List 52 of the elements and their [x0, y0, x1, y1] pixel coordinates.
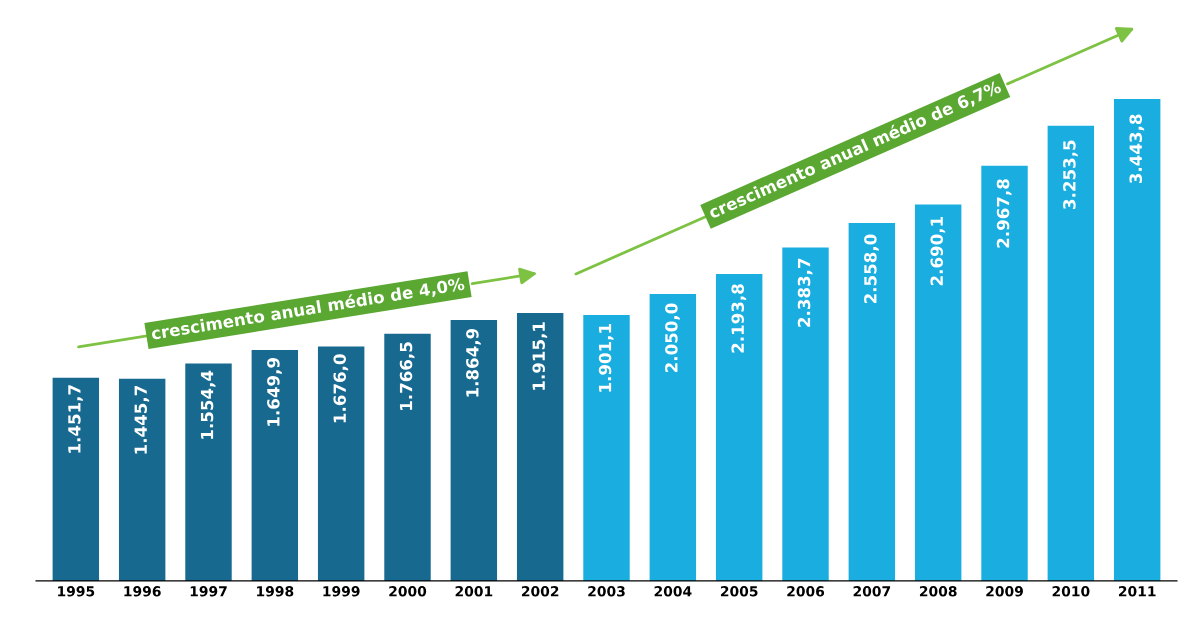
data-label: 1.554,4 — [200, 370, 216, 439]
bar — [516, 312, 564, 581]
data-label: 2.690,1 — [930, 216, 946, 286]
data-label: 2.193,8 — [731, 284, 747, 353]
bar — [450, 320, 498, 581]
x-tick-label: 2008 — [919, 586, 957, 597]
data-label: 1.451,7 — [68, 385, 83, 453]
bar — [848, 223, 896, 581]
x-tick-label: 2007 — [853, 586, 891, 597]
data-label: 1.864,9 — [466, 328, 481, 397]
x-tick-label: 2010 — [1052, 586, 1090, 597]
x-tick-label: 1996 — [124, 586, 161, 597]
bar — [583, 314, 630, 581]
bar — [251, 350, 299, 581]
bar — [185, 363, 232, 581]
data-label: 1.901,1 — [598, 324, 614, 392]
data-label: 2.383,7 — [797, 258, 813, 327]
x-tick-label: 2009 — [986, 586, 1023, 597]
bar — [914, 204, 962, 581]
bar — [782, 247, 829, 581]
x-tick-label: 2005 — [720, 586, 758, 597]
x-tick-label: 2006 — [787, 586, 825, 597]
bar — [715, 273, 763, 581]
bar — [118, 378, 166, 581]
bar — [1113, 99, 1161, 581]
x-tick-label: 2011 — [1118, 586, 1156, 597]
x-tick-label: 2004 — [654, 586, 692, 597]
data-label: 3.443,8 — [1129, 114, 1145, 184]
bar — [1047, 125, 1095, 581]
bar — [384, 333, 431, 581]
data-label: 1.915,1 — [532, 322, 548, 390]
bar — [52, 377, 100, 581]
x-tick-label: 2000 — [389, 586, 427, 597]
data-label: 2.558,0 — [864, 234, 879, 304]
bar — [317, 346, 365, 581]
data-label: 1.766,5 — [399, 342, 415, 410]
x-tick-label: 1997 — [190, 586, 227, 597]
x-tick-label: 1995 — [58, 586, 95, 597]
data-label: 1.676,0 — [333, 354, 349, 423]
x-tick-label: 2002 — [521, 586, 559, 597]
x-tick-label: 1998 — [257, 586, 294, 597]
data-label: 3.253,5 — [1063, 140, 1078, 209]
data-label: 1.445,7 — [134, 386, 150, 454]
annotation: crescimento anual médio de 4,0% — [150, 276, 466, 342]
data-label: 2.967,8 — [996, 179, 1012, 248]
data-label: 1.649,9 — [267, 358, 282, 426]
data-label: 2.050,0 — [665, 303, 680, 373]
bar — [649, 294, 697, 581]
bar — [981, 165, 1028, 581]
x-tick-label: 1999 — [323, 586, 360, 597]
x-tick-label: 2001 — [455, 586, 493, 597]
x-tick-label: 2003 — [588, 586, 625, 597]
